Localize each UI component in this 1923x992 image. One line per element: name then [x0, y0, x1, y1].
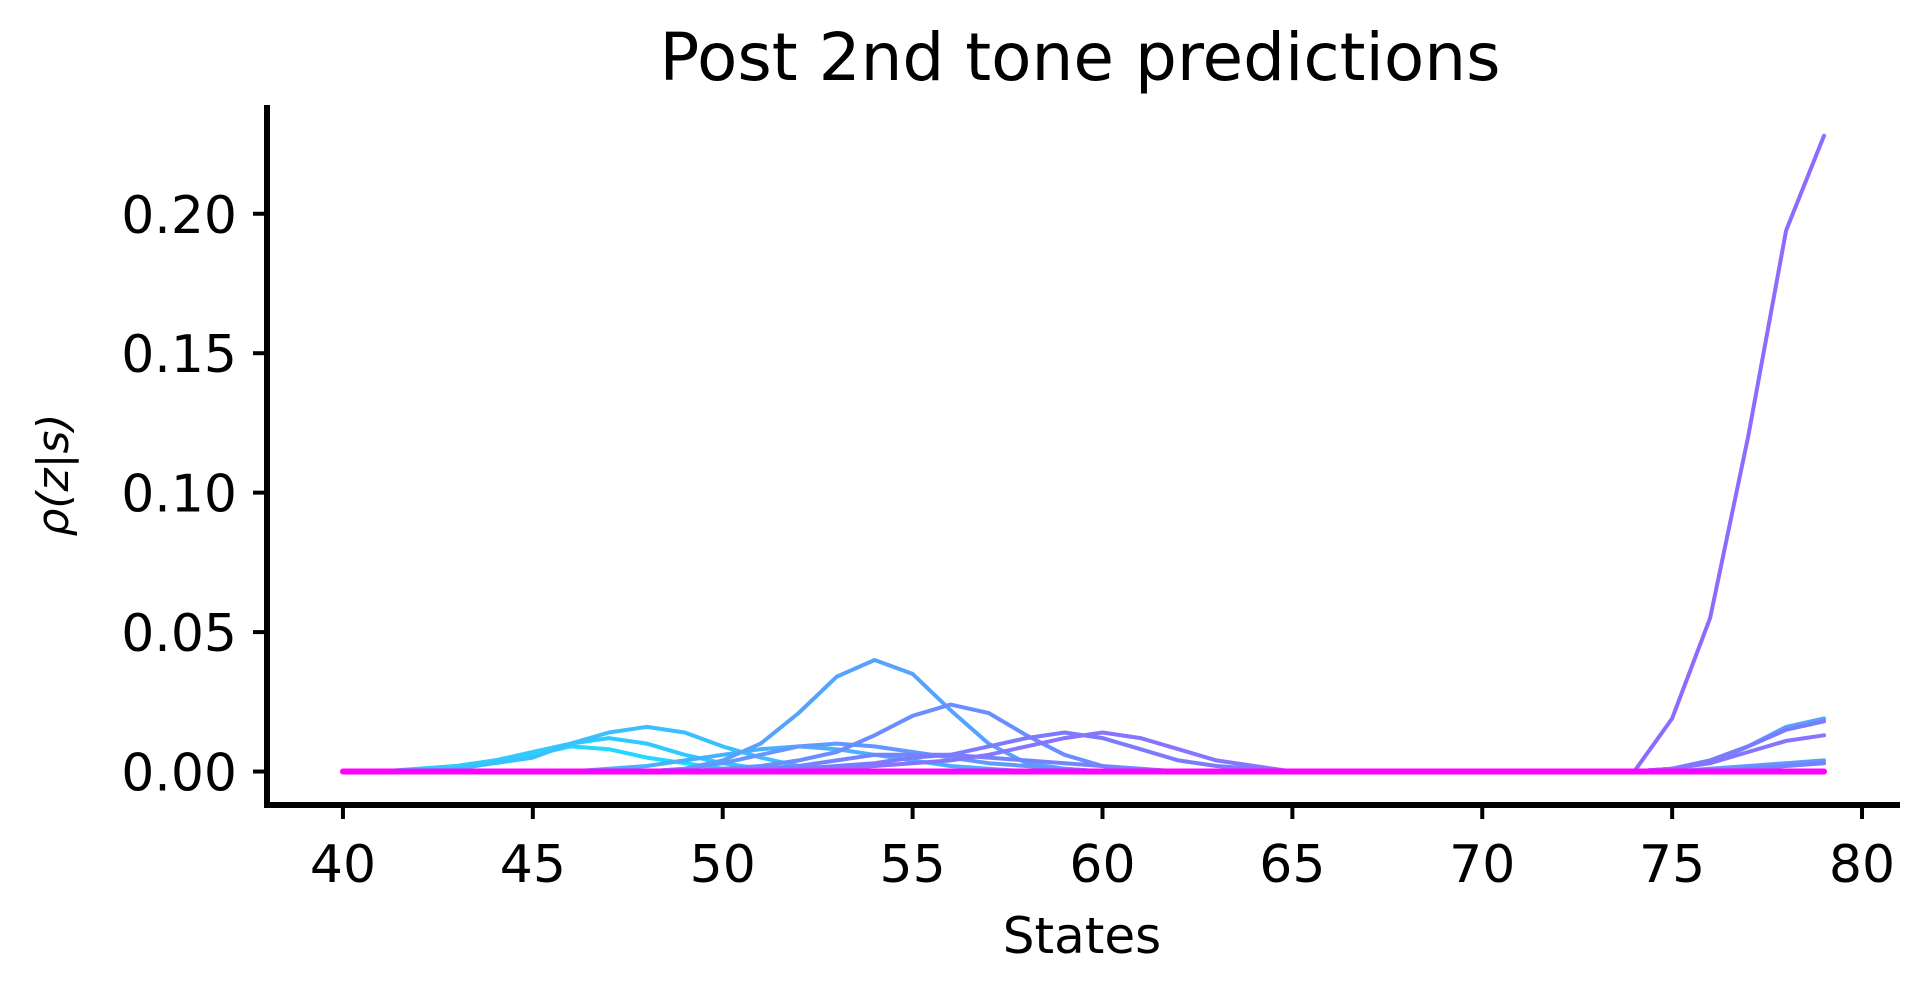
- x-tick-label: 75: [1639, 835, 1705, 895]
- series-layer: [340, 133, 1827, 775]
- series-line-5: [341, 658, 1826, 774]
- y-ticks: 0.00 0.05 0.10 0.15 0.20: [121, 186, 267, 804]
- x-axis-label: States: [1003, 907, 1161, 965]
- series-line-7: [341, 702, 1826, 774]
- x-tick-label: 70: [1449, 835, 1515, 895]
- x-tick-label: 40: [310, 835, 376, 895]
- y-tick-label: 0.10: [121, 465, 237, 525]
- x-tick-label: 80: [1829, 835, 1895, 895]
- x-tick-label: 65: [1259, 835, 1325, 895]
- y-axis-label: ρ(z|s): [28, 413, 79, 536]
- y-tick-label: 0.05: [121, 604, 237, 664]
- x-tick-label: 55: [880, 835, 946, 895]
- x-ticks: 40 45 50 55 60 65 70 75 80: [310, 805, 1895, 895]
- y-tick-label: 0.00: [121, 744, 237, 804]
- series-line-11: [341, 133, 1826, 774]
- x-tick-label: 50: [690, 835, 756, 895]
- x-tick-label: 45: [500, 835, 566, 895]
- y-tick-label: 0.15: [121, 325, 237, 385]
- y-tick-label: 0.20: [121, 186, 237, 246]
- chart-title: Post 2nd tone predictions: [660, 19, 1501, 96]
- x-tick-label: 60: [1069, 835, 1135, 895]
